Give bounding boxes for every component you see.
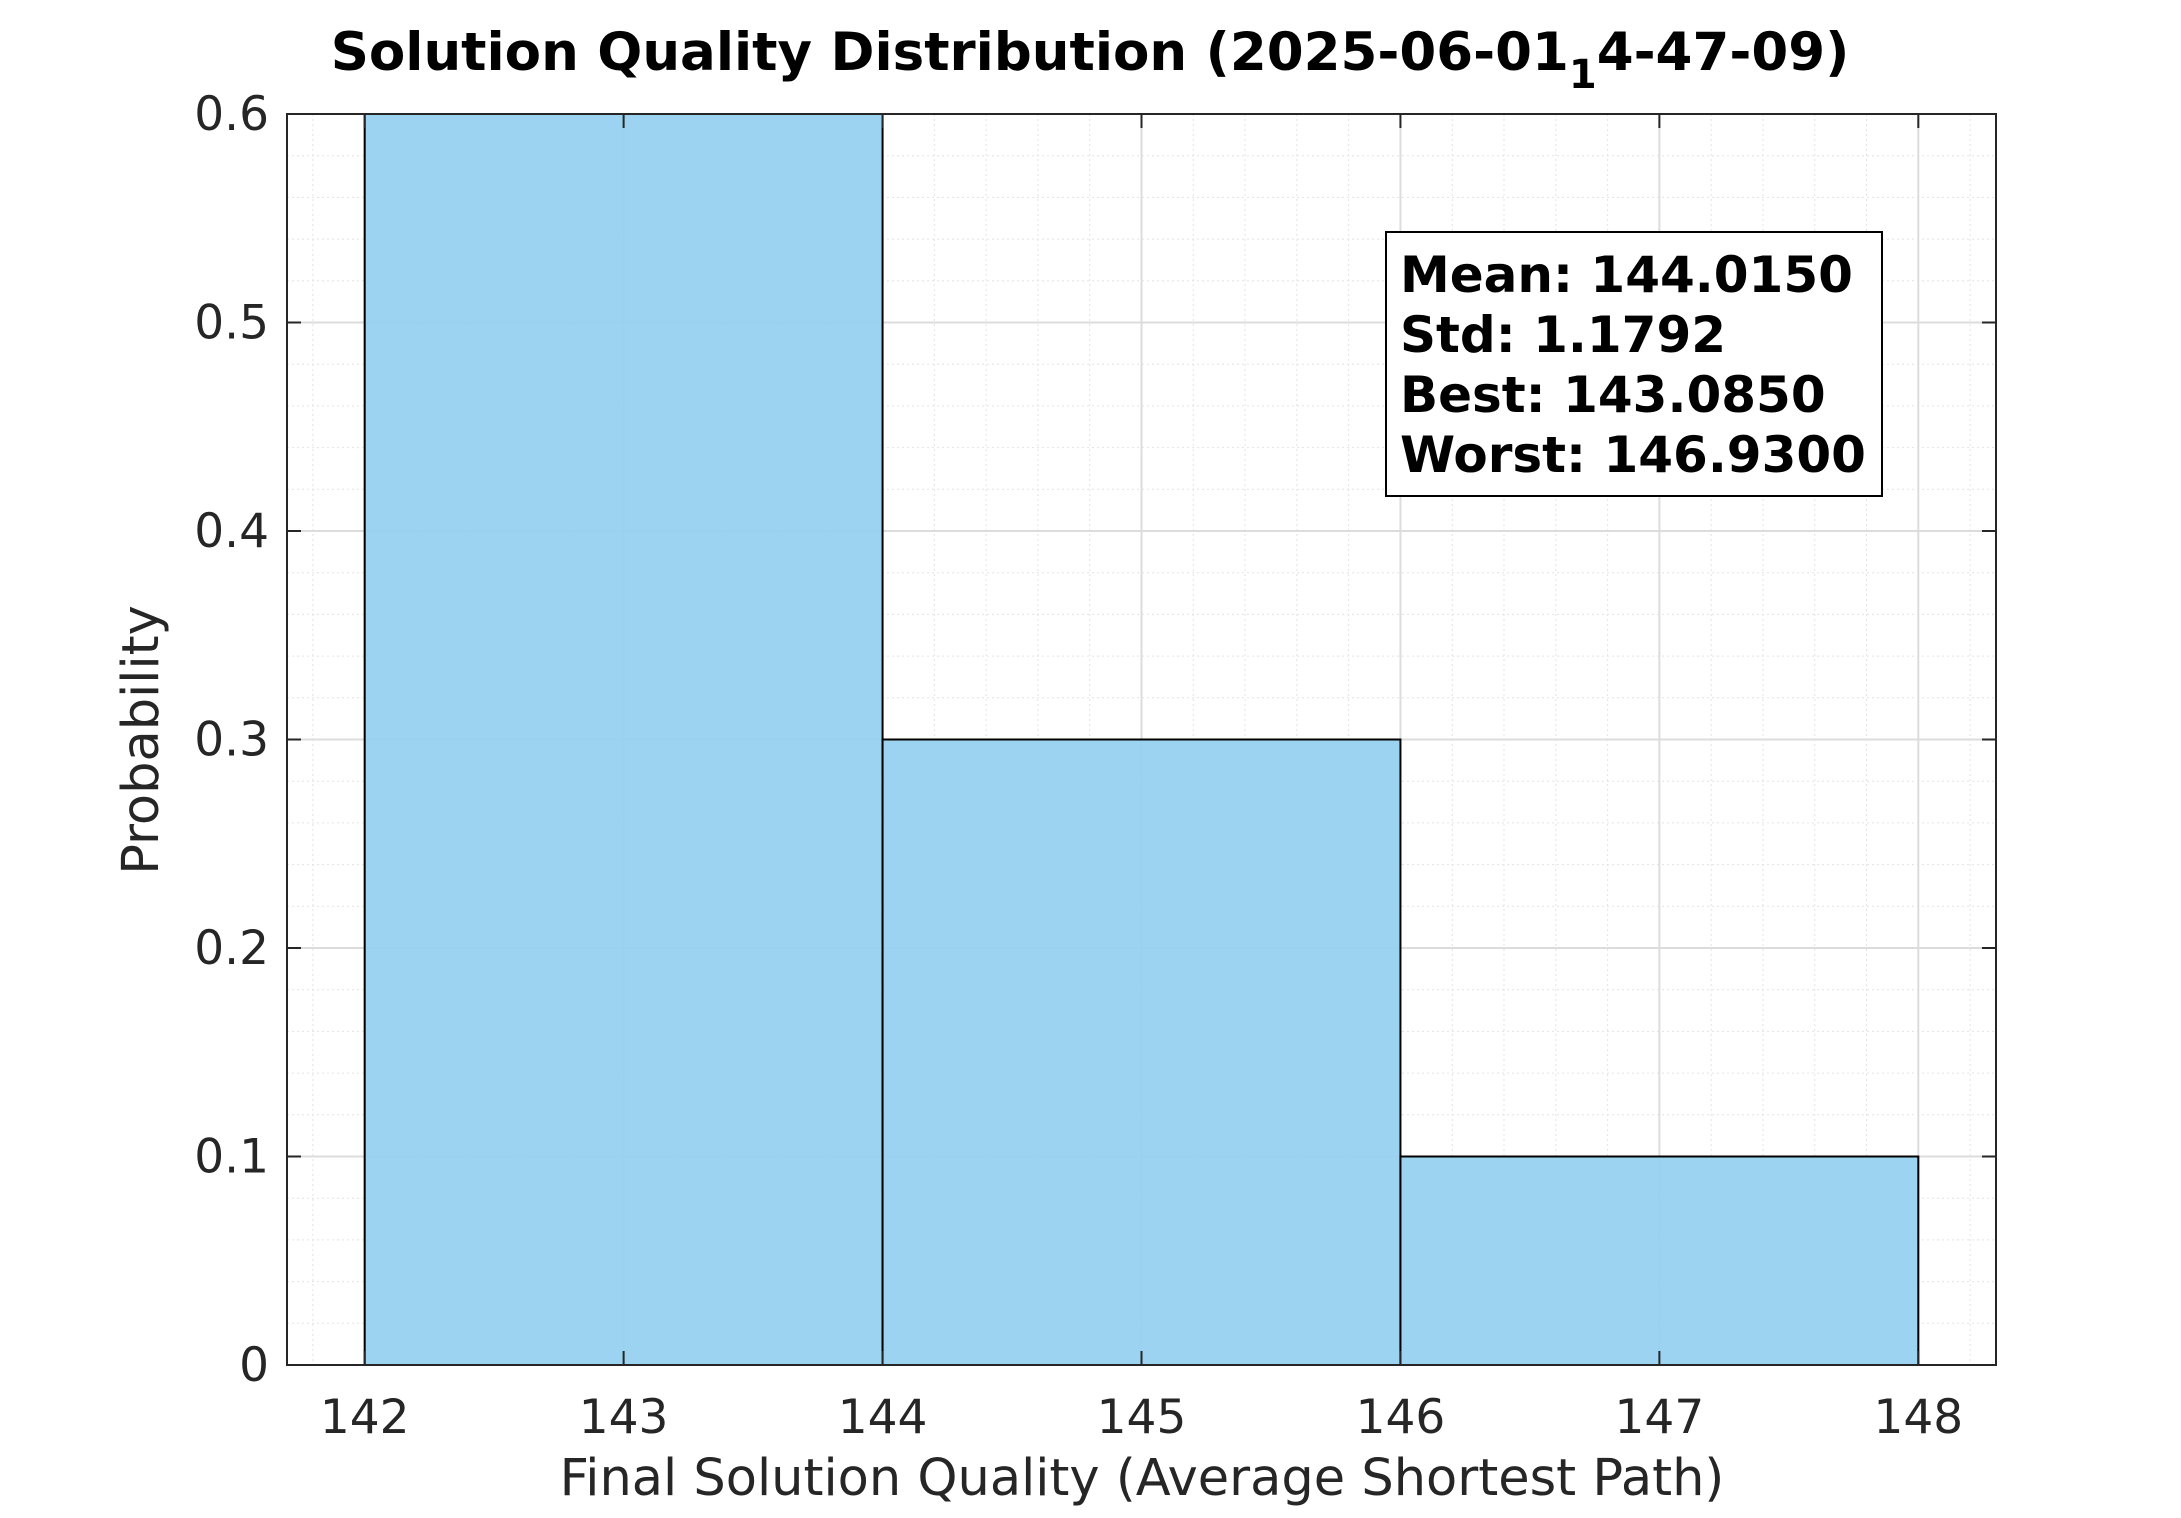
chart-title-main: Solution Quality Distribution (2025-06-0… bbox=[331, 22, 1569, 83]
stats-std: Std: 1.1792 bbox=[1400, 306, 1726, 364]
chart-title-subscript: 1 bbox=[1569, 52, 1597, 98]
histogram-bars bbox=[363, 113, 1920, 1366]
x-tick-label: 143 bbox=[579, 1390, 669, 1445]
y-tick-labels: 0 0.1 0.2 0.3 0.4 0.5 0.6 bbox=[194, 87, 269, 1393]
histogram-bar-1 bbox=[363, 113, 884, 1366]
y-tick-label: 0.2 bbox=[194, 921, 269, 976]
y-tick-label: 0.3 bbox=[194, 713, 269, 768]
y-axis-label: Probability bbox=[112, 605, 171, 875]
stats-worst: Worst: 146.9300 bbox=[1400, 426, 1866, 484]
x-tick-label: 146 bbox=[1356, 1390, 1446, 1445]
y-tick-label: 0.1 bbox=[194, 1130, 269, 1185]
x-tick-label: 144 bbox=[838, 1390, 928, 1445]
x-tick-label: 145 bbox=[1097, 1390, 1187, 1445]
x-axis-label: Final Solution Quality (Average Shortest… bbox=[560, 1449, 1725, 1508]
x-tick-label: 142 bbox=[320, 1390, 410, 1445]
axis-ticks bbox=[287, 113, 1996, 1366]
y-tick-label: 0 bbox=[239, 1338, 269, 1393]
y-tick-label: 0.6 bbox=[194, 87, 269, 142]
chart-title: Solution Quality Distribution (2025-06-0… bbox=[331, 22, 1850, 98]
histogram-bar-3 bbox=[1399, 1155, 1920, 1366]
y-tick-label: 0.5 bbox=[194, 296, 269, 351]
x-tick-label: 148 bbox=[1873, 1390, 1963, 1445]
stats-box: Mean: 144.0150 Std: 1.1792 Best: 143.085… bbox=[1385, 231, 1883, 497]
y-tick-label: 0.4 bbox=[194, 504, 269, 559]
stats-box-frame bbox=[1385, 231, 1883, 497]
stats-best: Best: 143.0850 bbox=[1400, 366, 1826, 424]
stats-mean: Mean: 144.0150 bbox=[1400, 246, 1853, 304]
chart-title-suffix: 4-47-09) bbox=[1597, 22, 1850, 83]
x-tick-label: 147 bbox=[1615, 1390, 1705, 1445]
histogram-bar-2 bbox=[881, 738, 1402, 1366]
x-tick-labels: 142 143 144 145 146 147 148 bbox=[320, 1390, 1963, 1445]
